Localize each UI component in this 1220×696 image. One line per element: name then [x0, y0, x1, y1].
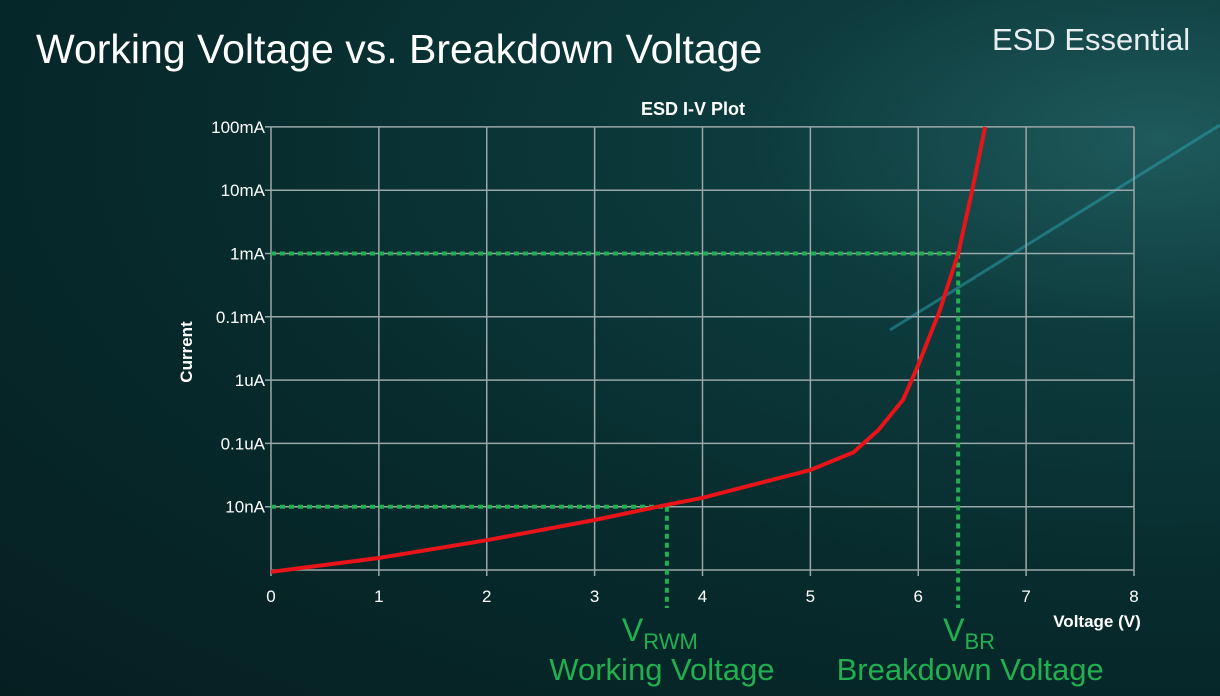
- brand-text: ESD Essential: [992, 22, 1191, 57]
- x-tick-label: 1: [374, 587, 383, 606]
- annotation-label: Working Voltage: [549, 652, 774, 687]
- x-tick-label: 7: [1021, 587, 1030, 606]
- reference-lines: [271, 251, 961, 608]
- chart-title: ESD I-V Plot: [641, 99, 745, 119]
- x-tick-label: 0: [266, 587, 275, 606]
- annotation-symbol: VRWM: [622, 612, 698, 654]
- iv-curve: [270, 126, 988, 574]
- y-tick-label: 0.1mA: [216, 308, 266, 327]
- annotation-label: Breakdown Voltage: [837, 652, 1104, 687]
- x-tick-label: 2: [482, 587, 491, 606]
- annotation-symbol: VBR: [943, 612, 995, 654]
- y-tick-label: 100mA: [211, 118, 266, 137]
- y-tick-label: 10nA: [225, 498, 265, 517]
- grid: [265, 126, 1135, 576]
- x-tick-label: 4: [698, 587, 707, 606]
- y-tick-label: 1uA: [235, 371, 266, 390]
- decorative-glow-line: [889, 123, 1220, 332]
- x-axis-label: Voltage (V): [1053, 612, 1141, 631]
- y-tick-label: 1mA: [230, 245, 266, 264]
- x-tick-labels: 0 1 2 3 4 5 6 7 8: [266, 587, 1138, 606]
- y-tick-label: 10mA: [221, 181, 266, 200]
- x-tick-label: 6: [914, 587, 923, 606]
- x-tick-label: 8: [1129, 587, 1138, 606]
- y-tick-labels: 10nA 0.1uA 1uA 0.1mA 1mA 10mA 100mA: [211, 118, 266, 517]
- slide-title: Working Voltage vs. Breakdown Voltage: [36, 26, 763, 72]
- y-axis-label: Current: [177, 321, 196, 383]
- x-tick-label: 3: [590, 587, 599, 606]
- x-tick-label: 5: [806, 587, 815, 606]
- y-tick-label: 0.1uA: [221, 434, 266, 453]
